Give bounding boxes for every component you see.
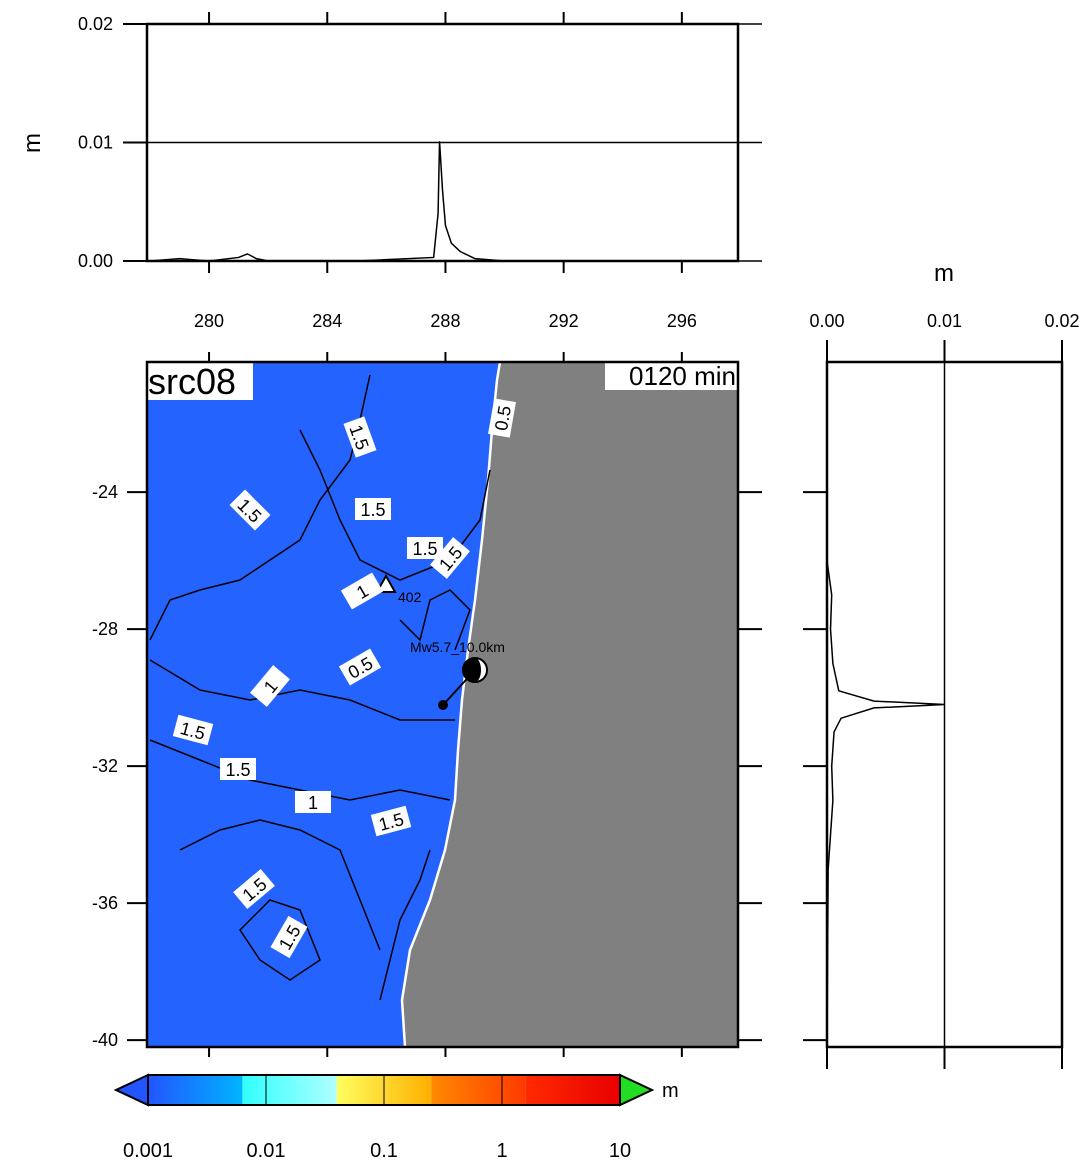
- colorbar-over: [619, 1073, 655, 1107]
- x-tick-label: 284: [312, 311, 342, 331]
- y-tick-label: -28: [92, 619, 118, 639]
- profile-line: [826, 362, 945, 1048]
- contour-label: 1: [295, 791, 331, 813]
- x-tick-label: 288: [430, 311, 460, 331]
- contours: [149, 374, 491, 1001]
- contour-label-bg: [250, 665, 290, 707]
- y-tick-label: 0.00: [78, 251, 113, 271]
- timeseries-line: [149, 141, 738, 262]
- contour-label-text: 1: [308, 793, 318, 813]
- contour: [379, 849, 431, 1001]
- y-tick-label: 0.01: [78, 133, 113, 153]
- colorbar-tick-label: 0.01: [247, 1140, 286, 1162]
- contour-label-bg: [355, 498, 391, 520]
- source-label: Mw5.7_10.0km: [410, 639, 505, 655]
- contour-label-bg: [233, 869, 275, 909]
- colorbar-tick-label: 0.1: [370, 1140, 398, 1162]
- colorbar-tick-label: 1: [496, 1140, 507, 1162]
- time-label: 0120 min: [629, 361, 736, 391]
- x-tick-label: 0.02: [1044, 311, 1079, 331]
- contour-label: 1: [250, 665, 290, 707]
- x-tick-label: 280: [194, 311, 224, 331]
- map-area: [147, 362, 738, 1047]
- contour-label-text: 1.5: [412, 539, 437, 559]
- x-tick-label: 0.00: [809, 311, 844, 331]
- y-tick-label: -36: [92, 893, 118, 913]
- x-tick-label: 0.01: [927, 311, 962, 331]
- contour: [239, 899, 321, 981]
- contour-label: 1.5: [407, 537, 443, 559]
- contour-label: 0.5: [488, 398, 516, 438]
- x-tick-label: 296: [667, 311, 697, 331]
- contour-label-bg: [270, 915, 308, 959]
- colorbar-segment: [148, 1075, 243, 1105]
- y-tick-label: -24: [92, 482, 118, 502]
- colorbar-tick-label: 0.001: [123, 1140, 173, 1162]
- title-bg: [147, 362, 253, 400]
- contour-label-bg: [370, 805, 412, 837]
- colorbar-segment: [242, 1075, 337, 1105]
- colorbar-segment: [525, 1075, 620, 1105]
- epicenter: [438, 700, 448, 710]
- contour-label-bg: [229, 489, 271, 531]
- colorbar-unit: m: [662, 1080, 679, 1102]
- contour-label-bg: [172, 714, 214, 746]
- contour-label-bg: [407, 537, 443, 559]
- contour-label: 1: [340, 572, 384, 610]
- y-tick-label: 0.02: [78, 14, 113, 34]
- contour-label-bg: [220, 758, 256, 780]
- y-tick-label: -32: [92, 756, 118, 776]
- contour-label-text: 0.5: [491, 404, 515, 432]
- station: [375, 573, 397, 593]
- x-tick-label: 292: [549, 311, 579, 331]
- contour-label: 1.5: [355, 498, 391, 520]
- contour-label-bg: [488, 398, 516, 438]
- contour: [299, 429, 491, 581]
- time-bg: [605, 362, 738, 390]
- map-frame: [145, 360, 740, 1049]
- contour-label-bg: [295, 791, 331, 813]
- colorbar-under: [113, 1073, 149, 1107]
- contour: [149, 739, 451, 801]
- contour-label-bg: [343, 416, 377, 458]
- contour-label-bg: [340, 572, 384, 610]
- colorbar-segment: [431, 1075, 526, 1105]
- beachball-quadrant: [463, 658, 481, 682]
- x-axis-label: m: [934, 260, 954, 287]
- contour-label-bg: [338, 648, 382, 686]
- contour-label-text: 1.5: [225, 760, 250, 780]
- y-tick-label: -40: [92, 1030, 118, 1050]
- land: [402, 362, 738, 1047]
- contour: [399, 589, 471, 651]
- coastline: [400, 362, 502, 1047]
- contour: [149, 659, 455, 721]
- station-label: 402: [398, 589, 422, 605]
- contour-label-bg: [430, 537, 470, 579]
- y-axis-label: m: [19, 133, 46, 153]
- map-title: src08: [148, 361, 236, 402]
- colorbar-tick-label: 10: [609, 1140, 631, 1162]
- contour-label-text: 1.5: [360, 500, 385, 520]
- contour: [179, 819, 381, 951]
- contour-label: 1.5: [220, 758, 256, 780]
